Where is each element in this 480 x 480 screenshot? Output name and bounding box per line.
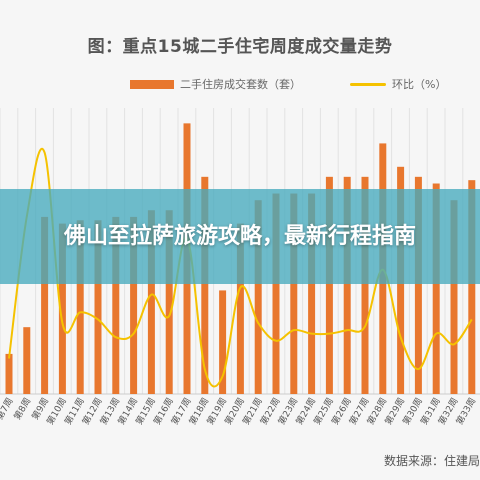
legend-line-swatch <box>350 82 386 86</box>
bar-mark <box>130 216 138 394</box>
bar-mark <box>201 176 209 394</box>
bar-mark <box>76 220 84 394</box>
bar-mark <box>23 327 31 394</box>
bar-mark <box>41 216 49 394</box>
overlay-banner: 佛山至拉萨旅游攻略，最新行程指南 <box>0 189 480 284</box>
bar-mark <box>254 200 262 394</box>
bar-mark <box>5 353 13 394</box>
bar-mark <box>219 290 227 394</box>
bar-mark <box>236 223 244 394</box>
bar-mark <box>290 193 298 394</box>
legend-bar-label: 二手住房成交套数（套） <box>180 78 301 91</box>
legend-line-label: 环比（%） <box>392 78 447 91</box>
bar-mark <box>343 176 351 394</box>
x-tick-label: 第8周 <box>11 396 33 423</box>
chart-legend: 二手住房成交套数（套） 环比（%） <box>0 76 480 96</box>
legend-item-line: 环比（%） <box>350 76 446 92</box>
bar-mark <box>308 193 316 394</box>
data-source: 数据来源：住建局 <box>383 454 480 468</box>
bar-mark <box>432 183 440 394</box>
legend-item-bar: 二手住房成交套数（套） <box>130 76 301 92</box>
bar-mark <box>325 176 333 394</box>
bar-mark <box>468 180 476 394</box>
bar-mark <box>361 176 369 394</box>
bar-mark <box>112 216 120 394</box>
bar-mark <box>165 210 173 394</box>
bar-mark <box>94 220 102 394</box>
bar-mark <box>147 210 155 394</box>
bar-mark <box>414 176 422 394</box>
chart-title: 图：重点15城二手住宅周度成交量走势 <box>87 37 393 57</box>
bar-mark <box>272 193 280 394</box>
bar-mark <box>58 223 66 394</box>
legend-bar-swatch <box>130 79 174 89</box>
banner-title: 佛山至拉萨旅游攻略，最新行程指南 <box>63 223 416 249</box>
bar-mark <box>450 200 458 394</box>
